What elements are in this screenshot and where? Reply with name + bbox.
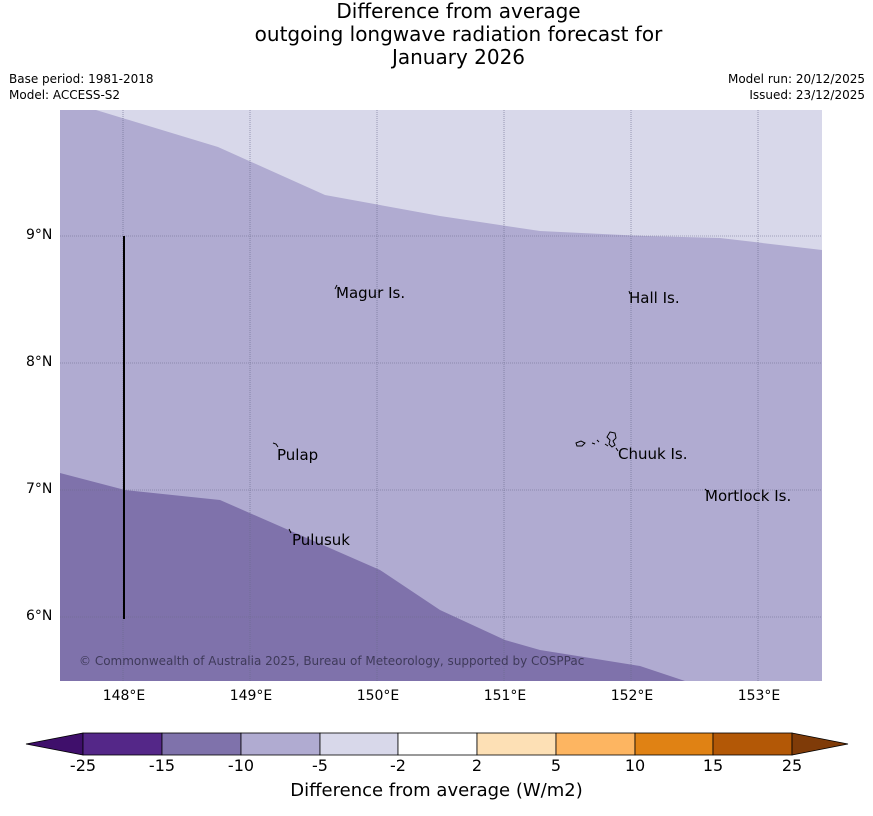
meta-right: Model run: 20/12/2025 Issued: 23/12/2025 (728, 71, 865, 103)
model-name: Model: ACCESS-S2 (9, 88, 121, 102)
colorbar-extend-high (791, 732, 849, 756)
colorbar-tick-0: -25 (69, 756, 97, 775)
place-chuuk: Chuuk Is. (618, 445, 688, 463)
lat-tick-7: 7°N (26, 481, 53, 497)
island-hall (628, 290, 631, 295)
lon-tick-151: 151°E (483, 688, 527, 704)
chart-title: Difference from average outgoing longwav… (0, 0, 873, 69)
title-line-3: January 2026 (391, 45, 526, 69)
colorbar-swatch-9 (712, 732, 793, 756)
island-pulusuk (288, 528, 292, 534)
lon-tick-153: 153°E (737, 688, 781, 704)
colorbar-swatch-8 (634, 732, 714, 756)
island-shapes (272, 284, 708, 534)
map-svg (60, 110, 822, 681)
colorbar-tick-8: 15 (702, 756, 724, 775)
colorbar-swatch-4 (319, 732, 399, 756)
colorbar-swatch-6 (476, 732, 557, 756)
lon-tick-150: 150°E (356, 688, 400, 704)
colorbar-label: Difference from average (W/m2) (290, 780, 583, 801)
place-pulap: Pulap (277, 446, 319, 464)
colorbar-swatch-7 (555, 732, 636, 756)
island-pulap (272, 442, 279, 448)
lon-tick-149: 149°E (229, 688, 273, 704)
base-period: Base period: 1981-2018 (9, 72, 154, 86)
colorbar-tick-6: 5 (550, 756, 562, 775)
region-minus15-minus10 (60, 473, 685, 681)
colorbar (25, 732, 849, 756)
colorbar-swatch-2 (161, 732, 242, 756)
colorbar-tick-9: 25 (781, 756, 803, 775)
colorbar-swatch-3 (240, 732, 321, 756)
model-run: Model run: 20/12/2025 (727, 72, 865, 86)
place-magur: Magur Is. (336, 284, 406, 302)
colorbar-tick-7: 10 (624, 756, 646, 775)
colorbar-extend-low (25, 732, 84, 756)
colorbar-tick-4: -2 (390, 756, 406, 775)
lat-tick-8: 8°N (26, 354, 53, 370)
place-pulusuk: Pulusuk (292, 531, 350, 549)
colorbar-swatch-1 (82, 732, 163, 756)
colorbar-tick-5: 2 (471, 756, 483, 775)
place-mortlock: Mortlock Is. (705, 487, 792, 505)
region-minus5-minus2 (60, 110, 822, 250)
place-hall: Hall Is. (629, 289, 680, 307)
map-panel: Magur Is. Hall Is. Pulap Chuuk Is. Mortl… (60, 110, 822, 681)
lat-tick-6: 6°N (26, 608, 53, 624)
copyright-notice: © Commonwealth of Australia 2025, Bureau… (79, 654, 585, 668)
lat-tick-9: 9°N (26, 227, 53, 243)
colorbar-swatch-5 (397, 732, 478, 756)
colorbar-tick-3: -5 (312, 756, 328, 775)
meta-left: Base period: 1981-2018 Model: ACCESS-S2 (9, 71, 154, 103)
lon-tick-152: 152°E (610, 688, 654, 704)
island-magur (334, 284, 338, 290)
lon-tick-148: 148°E (102, 688, 146, 704)
colorbar-tick-2: -10 (227, 756, 255, 775)
colorbar-tick-1: -15 (148, 756, 176, 775)
gridlines (60, 110, 822, 681)
title-line-1: Difference from average (336, 0, 581, 23)
island-chuuk (575, 431, 619, 452)
title-line-2: outgoing longwave radiation forecast for (254, 22, 663, 46)
issued-date: Issued: 23/12/2025 (749, 88, 865, 102)
island-mortlock (704, 488, 708, 492)
